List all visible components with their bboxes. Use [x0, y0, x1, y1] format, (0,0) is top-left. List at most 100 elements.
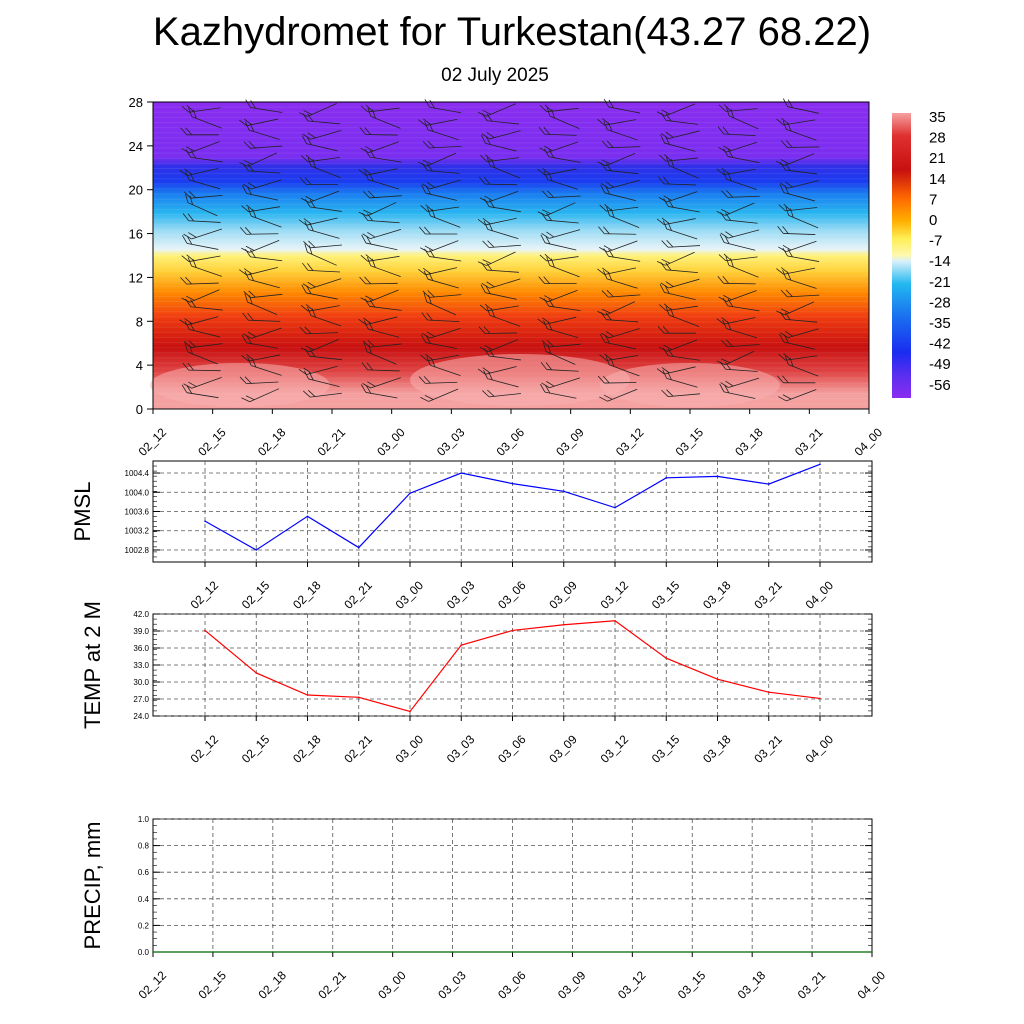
barb-flag	[367, 231, 376, 238]
barb-flag	[776, 268, 784, 275]
x-tick-label: 03_09	[546, 578, 580, 612]
wind-barb	[719, 234, 756, 251]
barb-flag	[662, 347, 669, 356]
x-tick-label: 03_09	[555, 968, 589, 1002]
x-tick-label: 02_15	[239, 578, 273, 612]
barb-shaft	[430, 364, 461, 376]
barb-flag	[245, 99, 251, 108]
barb-shaft	[485, 142, 517, 152]
wind-barb	[359, 127, 398, 136]
barb-flag	[601, 159, 611, 165]
barb-shaft	[187, 316, 219, 326]
barb-flag	[420, 247, 429, 253]
barb-flag	[182, 235, 188, 244]
barb-shaft	[785, 278, 817, 289]
barb-flag	[546, 381, 555, 387]
barb-flag	[551, 109, 555, 119]
wind-barb	[419, 226, 458, 235]
barb-flag	[542, 190, 549, 198]
barb-shaft	[549, 229, 581, 239]
precip-point	[511, 951, 514, 953]
barb-flag	[547, 344, 552, 354]
barb-flag	[239, 227, 247, 235]
barb-flag	[372, 109, 376, 119]
barb-flag	[188, 381, 197, 387]
barb-flag	[719, 234, 725, 243]
barb-flag	[243, 291, 251, 298]
barb-shaft	[190, 156, 223, 163]
barb-shaft	[544, 391, 577, 399]
barb-flag	[661, 258, 671, 264]
barb-flag	[779, 333, 785, 343]
barb-flag	[606, 289, 614, 298]
barb-flag	[369, 299, 376, 308]
wind-barb	[241, 185, 279, 201]
barb-flag	[547, 190, 554, 198]
barb-flag	[245, 245, 255, 251]
y-tick-label: 20	[129, 183, 143, 198]
barb-flag	[485, 285, 491, 294]
x-tick-label: 03_15	[649, 732, 683, 766]
barb-flag	[420, 354, 428, 362]
barb-shaft	[248, 170, 281, 174]
barb-flag	[722, 276, 729, 284]
barb-shaft	[727, 156, 760, 164]
wind-barb	[420, 353, 460, 362]
barb-flag	[303, 370, 309, 380]
wind-barb	[361, 362, 400, 372]
barb-flag	[181, 148, 190, 154]
x-tick-label: 03_21	[795, 968, 829, 1002]
barb-flag	[429, 249, 435, 258]
barb-shaft	[787, 294, 820, 298]
barb-shaft	[248, 129, 280, 140]
barb-flag	[483, 348, 490, 357]
wind-barb	[302, 113, 340, 125]
barb-flag	[426, 163, 433, 172]
barb-flag	[244, 376, 252, 384]
barb-flag	[358, 169, 367, 176]
barb-shaft	[788, 364, 819, 377]
barb-flag	[664, 285, 670, 294]
barb-flag	[663, 303, 672, 311]
wind-barb	[660, 130, 700, 140]
barb-flag	[782, 375, 789, 384]
barb-shaft	[307, 103, 337, 117]
barb-flag	[541, 233, 550, 239]
barb-flag	[782, 394, 792, 400]
wind-barb	[304, 221, 340, 239]
barb-flag	[244, 227, 252, 235]
wind-barb	[303, 240, 342, 249]
barb-flag	[778, 204, 786, 212]
wind-barb	[244, 293, 278, 316]
barb-shaft	[249, 388, 280, 403]
precip-point	[751, 951, 753, 953]
barb-flag	[604, 353, 612, 361]
wind-barb	[720, 339, 760, 348]
barb-flag	[302, 113, 309, 122]
barb-flag	[304, 326, 312, 334]
warm-core	[410, 354, 630, 406]
x-tick-label: 03_12	[613, 425, 647, 459]
wind-barb	[782, 98, 820, 114]
colorbar-label: 0	[929, 212, 937, 229]
barb-flag	[491, 308, 496, 318]
wind-barb	[606, 206, 640, 228]
barb-flag	[724, 235, 730, 244]
barb-shaft	[724, 242, 756, 251]
wind-barb	[301, 284, 338, 300]
wind-barb	[359, 276, 398, 285]
barb-shaft	[726, 178, 757, 190]
barb-flag	[543, 276, 550, 284]
x-tick-label: 03_03	[434, 425, 468, 459]
barb-shaft	[609, 215, 640, 228]
wind-barb	[180, 127, 219, 136]
barb-flag	[420, 205, 428, 212]
barb-flag	[422, 159, 432, 165]
barb-flag	[184, 318, 193, 324]
wind-barb	[605, 356, 640, 377]
barb-flag	[360, 147, 369, 154]
barb-shaft	[666, 269, 698, 273]
wind-barb	[362, 340, 402, 348]
barb-flag	[782, 120, 787, 130]
wind-barb	[420, 388, 459, 402]
